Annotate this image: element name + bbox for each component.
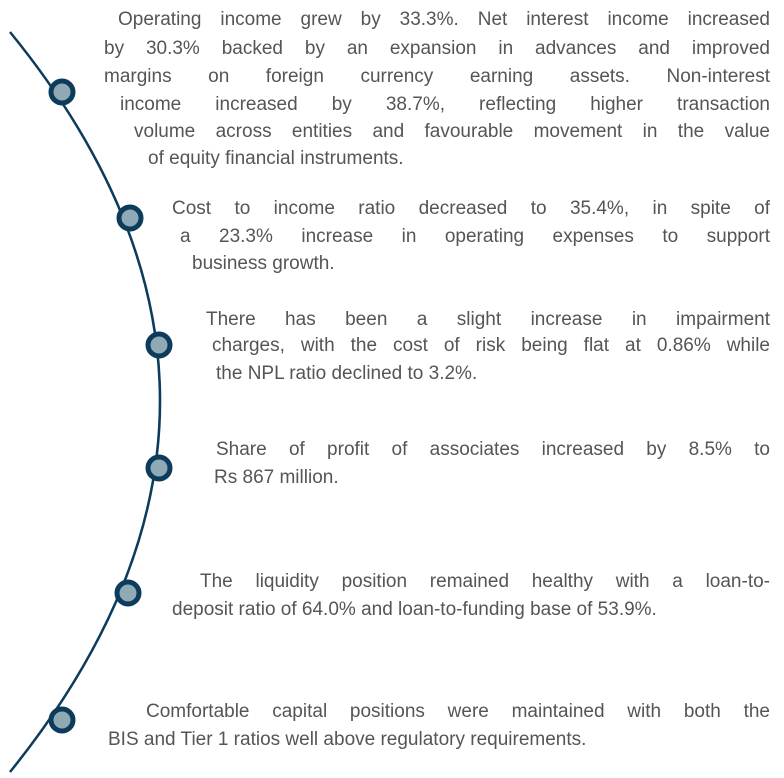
paragraph-line: Rs 867 million. bbox=[214, 467, 339, 488]
paragraph-line: Share of profit of associates increased … bbox=[216, 439, 770, 460]
paragraph-line: Cost to income ratio decreased to 35.4%,… bbox=[172, 198, 770, 219]
paragraph-line: BIS and Tier 1 ratios well above regulat… bbox=[108, 729, 587, 750]
paragraph-line: income increased by 38.7%, reflecting hi… bbox=[120, 94, 770, 115]
marker bbox=[145, 331, 173, 359]
marker bbox=[145, 454, 173, 482]
marker bbox=[48, 706, 76, 734]
paragraph-line: the NPL ratio declined to 3.2%. bbox=[216, 363, 478, 384]
marker bbox=[116, 204, 144, 232]
paragraph-line: of equity financial instruments. bbox=[148, 148, 404, 169]
paragraph-line: margins on foreign currency earning asse… bbox=[104, 66, 770, 87]
paragraph-line: volume across entities and favourable mo… bbox=[134, 121, 770, 142]
paragraph-line: deposit ratio of 64.0% and loan-to-fundi… bbox=[172, 599, 657, 620]
marker bbox=[48, 78, 76, 106]
paragraph-line: a 23.3% increase in operating expenses t… bbox=[180, 226, 770, 247]
paragraph-line: charges, with the cost of risk being fla… bbox=[212, 335, 770, 356]
marker bbox=[114, 579, 142, 607]
paragraph-line: business growth. bbox=[192, 253, 335, 274]
curve bbox=[9, 31, 162, 773]
paragraph-line: Operating income grew by 33.3%. Net inte… bbox=[118, 9, 770, 30]
paragraph-line: by 30.3% backed by an expansion in advan… bbox=[104, 38, 770, 59]
paragraph-line: There has been a slight increase in impa… bbox=[206, 309, 770, 330]
paragraph-line: Comfortable capital positions were maint… bbox=[146, 701, 770, 722]
paragraph-line: The liquidity position remained healthy … bbox=[200, 571, 770, 592]
markers bbox=[48, 78, 173, 734]
